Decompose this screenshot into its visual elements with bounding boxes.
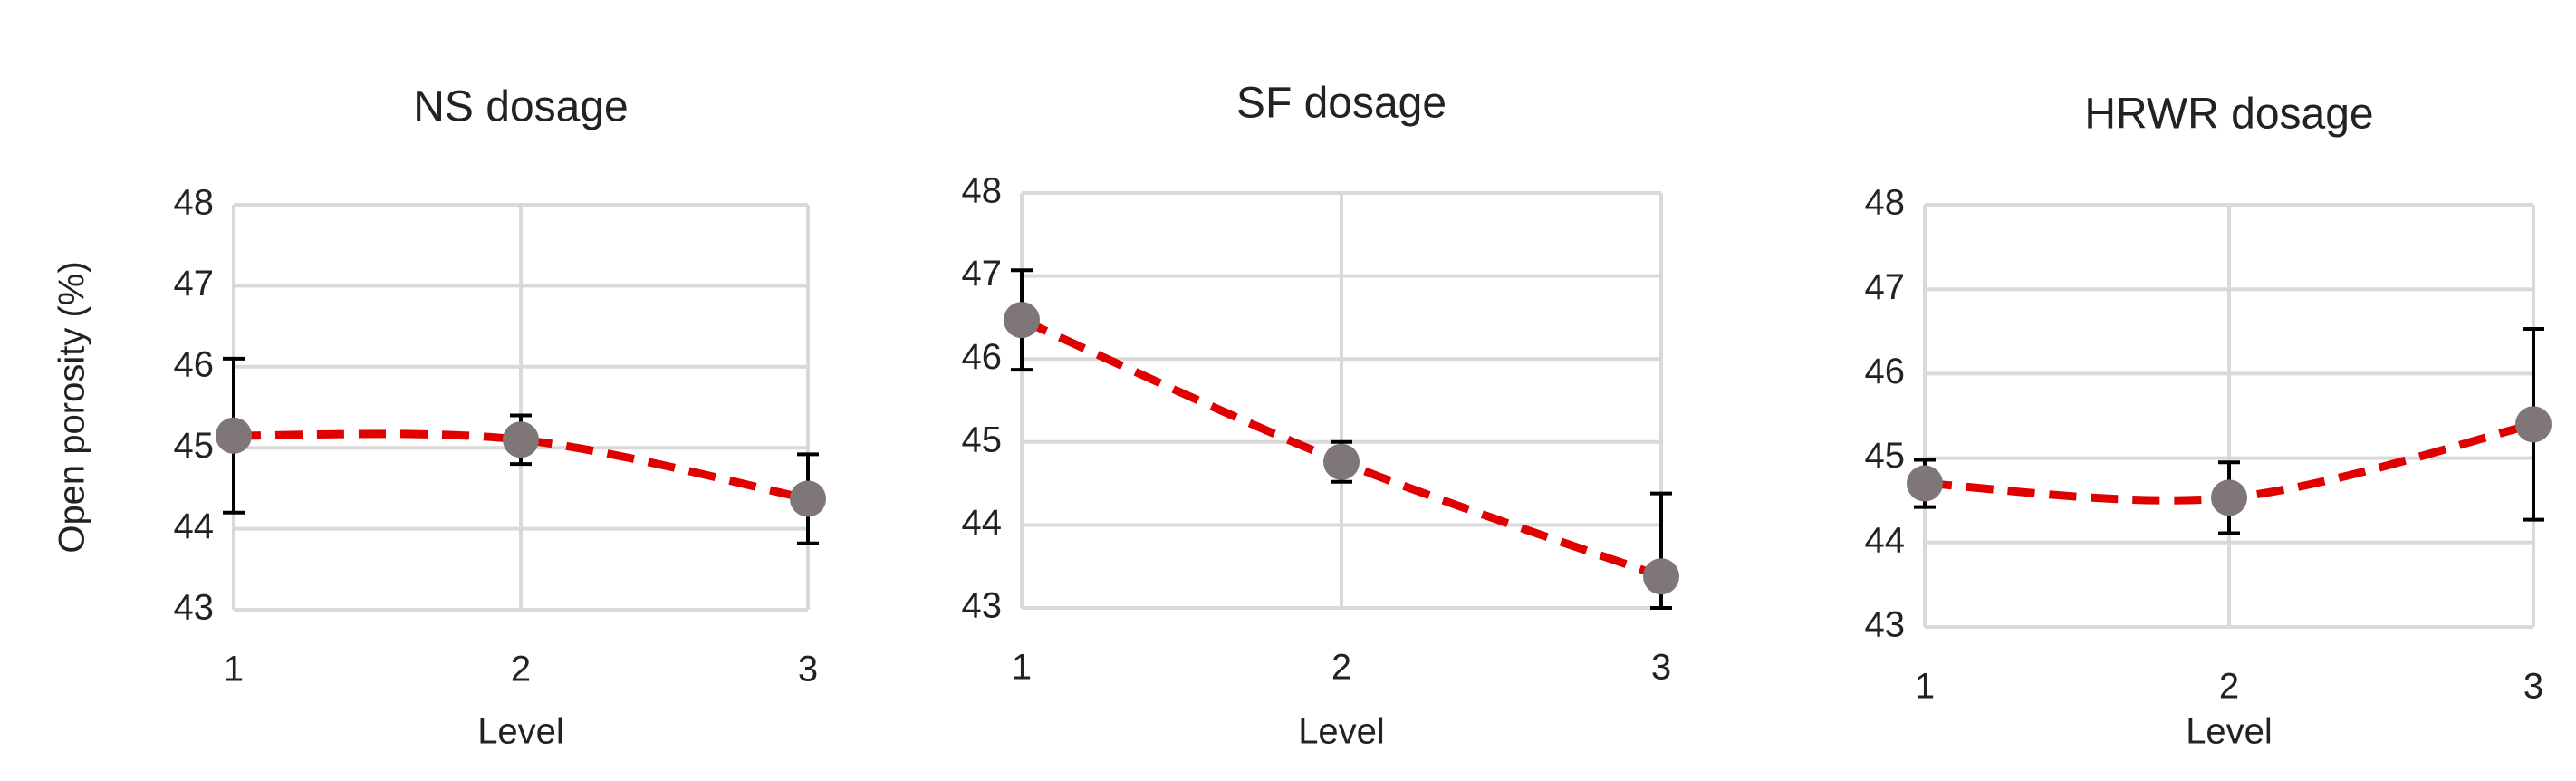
x-axis-label: Level	[477, 712, 564, 752]
plot	[1004, 268, 1679, 610]
y-tick-label: 45	[174, 426, 215, 466]
data-point	[1643, 558, 1679, 595]
data-point	[503, 421, 539, 458]
x-tick-label: 3	[2523, 667, 2543, 707]
y-tick-label: 45	[1865, 436, 1906, 476]
y-tick-label: 44	[174, 506, 215, 546]
data-point	[1907, 465, 1943, 502]
y-tick-label: 45	[962, 419, 1003, 459]
x-tick-label: 3	[1651, 648, 1671, 688]
y-tick-label: 46	[1865, 352, 1906, 391]
y-tick-label: 47	[1865, 267, 1906, 307]
x-tick-label: 3	[798, 650, 818, 689]
y-tick-label: 47	[174, 264, 215, 304]
chart-title: HRWR dosage	[2084, 91, 2373, 139]
plot	[216, 356, 826, 545]
y-tick-label: 47	[962, 254, 1003, 294]
data-point	[790, 480, 826, 517]
y-tick-label: 43	[174, 588, 215, 628]
data-point	[2515, 406, 2552, 443]
x-tick-label: 1	[1915, 667, 1935, 707]
data-point	[1323, 443, 1360, 480]
x-axis-label: Level	[2186, 712, 2273, 752]
y-tick-label: 44	[962, 503, 1003, 543]
y-axis-label: Open porosity (%)	[53, 261, 92, 553]
y-tick-label: 43	[962, 586, 1003, 626]
y-tick-label: 46	[962, 337, 1003, 377]
data-line	[233, 429, 809, 503]
chart-title: NS dosage	[413, 83, 629, 131]
data-point	[216, 417, 252, 454]
x-tick-label: 1	[1012, 648, 1032, 688]
data-point	[1004, 302, 1040, 339]
data-point	[2211, 479, 2247, 516]
chart-title: SF dosage	[1236, 80, 1447, 128]
x-axis-label: Level	[1298, 712, 1385, 752]
y-tick-label: 48	[174, 183, 215, 223]
x-tick-label: 2	[1331, 648, 1351, 688]
y-tick-label: 48	[962, 171, 1003, 211]
y-tick-label: 46	[174, 344, 215, 384]
y-tick-label: 43	[1865, 605, 1906, 645]
y-tick-label: 44	[1865, 520, 1906, 560]
x-tick-label: 2	[511, 650, 531, 689]
plot	[1907, 327, 2552, 535]
x-tick-label: 1	[224, 650, 244, 689]
y-tick-label: 48	[1865, 183, 1906, 223]
x-tick-label: 2	[2219, 667, 2239, 707]
